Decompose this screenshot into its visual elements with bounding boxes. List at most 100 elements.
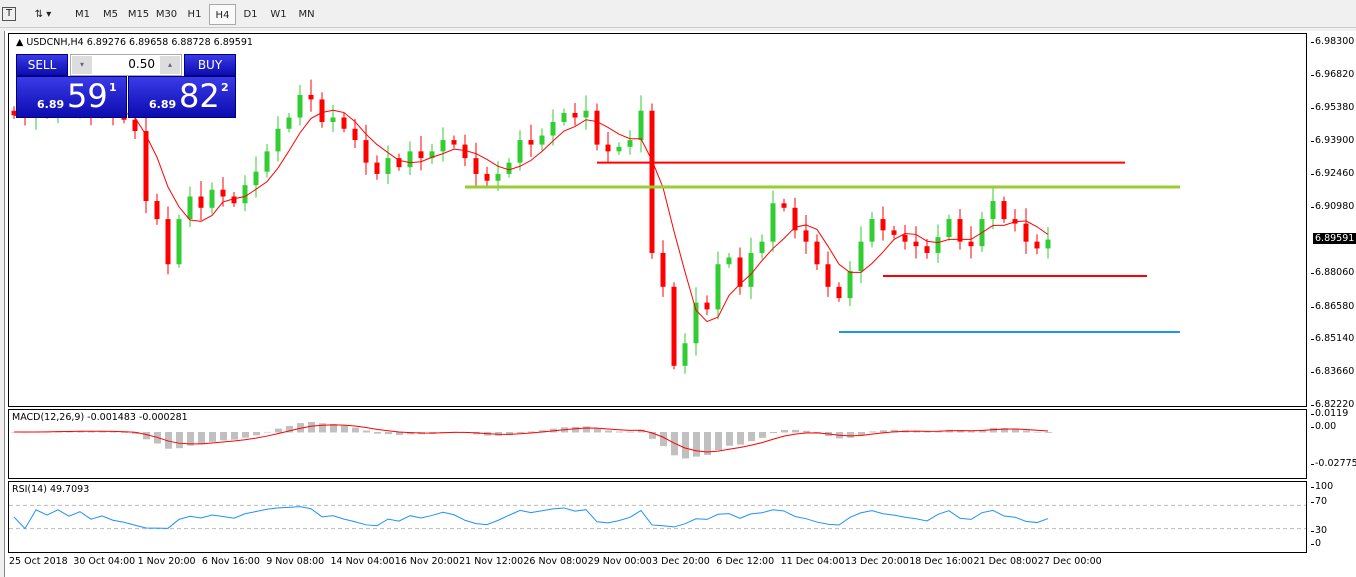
candle: [275, 116, 281, 162]
symbol-info: ▲ USDCNH,H4 6.89276 6.89658 6.88728 6.89…: [16, 37, 253, 48]
macd-histogram-bar: [143, 432, 150, 440]
macd-tick: -0.027754: [1311, 458, 1356, 469]
timeframe-w1[interactable]: W1: [270, 9, 287, 20]
candle: [671, 282, 677, 370]
price-chart[interactable]: ▲ USDCNH,H4 6.89276 6.89658 6.88728 6.89…: [8, 33, 1307, 407]
timeframe-m15[interactable]: M15: [127, 9, 150, 20]
macd-histogram-bar: [88, 431, 95, 433]
macd-histogram-bar: [737, 432, 744, 445]
candle: [396, 153, 402, 171]
macd-tick: 0.0119: [1310, 408, 1349, 419]
one-click-trading-panel: SELL ▾ 0.50 ▴ BUY 6.89 59 1 6.89 82 2: [16, 54, 236, 118]
candle: [1034, 234, 1040, 255]
time-tick: 21 Dec 08:00: [973, 556, 1038, 567]
candle: [715, 251, 721, 320]
macd-histogram-bar: [220, 432, 227, 441]
macd-histogram-bar: [517, 432, 524, 433]
buy-price-digits: 82: [179, 77, 220, 115]
sell-price-pip: 1: [109, 81, 117, 94]
macd-histogram-bar: [242, 432, 249, 438]
candle: [759, 234, 765, 259]
time-tick: 30 Oct 04:00: [73, 556, 136, 567]
macd-histogram-bar: [319, 423, 326, 433]
macd-histogram-bar: [253, 432, 260, 436]
macd-histogram-bar: [187, 432, 194, 446]
price-tick: 6.86580: [1310, 300, 1355, 312]
price-tick: 6.98300: [1310, 36, 1355, 47]
macd-indicator[interactable]: MACD(12,26,9) -0.001483 -0.000281: [8, 409, 1307, 479]
candle: [187, 186, 193, 228]
candle: [858, 226, 864, 284]
timeframe-d1[interactable]: D1: [243, 9, 258, 20]
macd-histogram-bar: [616, 431, 623, 433]
rsi-indicator[interactable]: RSI(14) 49.7093: [8, 481, 1307, 553]
time-tick: 26 Nov 08:00: [523, 556, 588, 567]
macd-histogram-bar: [110, 431, 117, 433]
candle: [1045, 226, 1051, 259]
decrease-lot-button[interactable]: ▾: [72, 56, 92, 74]
macd-tick: 0.00: [1310, 421, 1337, 432]
candle: [440, 127, 446, 162]
candle: [935, 224, 941, 264]
increase-lot-button[interactable]: ▴: [160, 56, 180, 74]
macd-histogram-bar: [627, 431, 634, 433]
candle: [231, 191, 237, 207]
macd-histogram-bar: [869, 431, 876, 433]
candle: [253, 156, 259, 198]
time-tick: 29 Nov 00:00: [587, 556, 652, 567]
price-axis[interactable]: 6.98300 6.96820 6.95380 6.93900 6.92460 6.909…: [1310, 31, 1356, 577]
lot-size-input[interactable]: 0.50: [128, 57, 155, 71]
moving-average-line: [13, 107, 1049, 323]
candle: [649, 103, 655, 259]
macd-signal-line: [13, 424, 1049, 453]
price-tick: 6.82220: [1310, 399, 1355, 410]
candle: [198, 181, 204, 221]
timeframe-m1[interactable]: M1: [75, 9, 90, 20]
candle: [693, 287, 699, 356]
macd-histogram-bar: [528, 431, 535, 433]
buy-button[interactable]: BUY: [184, 54, 236, 76]
timeframe-m5[interactable]: M5: [103, 9, 118, 20]
lot-size-stepper[interactable]: ▾ 0.50 ▴: [70, 54, 182, 76]
macd-histogram-bar: [715, 432, 722, 451]
timeframe-h1[interactable]: H1: [187, 9, 202, 20]
candle: [583, 95, 589, 130]
objects-dropdown-icon[interactable]: ⇅ ▾: [34, 9, 52, 20]
candle: [869, 211, 875, 248]
candle: [891, 225, 897, 239]
text-tool-icon[interactable]: T: [2, 7, 16, 21]
price-tick: 6.90980: [1310, 201, 1355, 213]
macd-histogram-bar: [198, 432, 205, 445]
macd-histogram-bar: [770, 432, 777, 434]
macd-histogram-bar: [374, 432, 381, 434]
candle: [957, 209, 963, 250]
sell-price-button[interactable]: 6.89 59 1: [16, 76, 127, 118]
macd-histogram-bar: [924, 431, 931, 433]
candle: [352, 118, 358, 149]
macd-histogram-bar: [990, 427, 997, 433]
time-tick: 16 Nov 20:00: [394, 556, 459, 567]
rsi-line: [13, 506, 1049, 530]
candle: [704, 295, 710, 316]
macd-histogram-bar: [1034, 431, 1041, 433]
timeframe-h4[interactable]: H4: [209, 4, 236, 25]
macd-histogram-bar: [396, 432, 403, 435]
time-tick: 1 Nov 20:00: [137, 556, 196, 567]
candle: [748, 237, 754, 300]
time-tick: 9 Nov 08:00: [266, 556, 325, 567]
buy-price-button[interactable]: 6.89 82 2: [128, 76, 236, 118]
sell-button[interactable]: SELL: [16, 54, 68, 76]
rsi-tick: 30: [1310, 525, 1328, 536]
macd-histogram-bar: [1023, 430, 1030, 433]
candle: [814, 234, 820, 271]
candle: [341, 112, 347, 133]
candle: [209, 182, 215, 214]
macd-histogram-bar: [759, 432, 766, 438]
macd-histogram-bar: [209, 432, 216, 442]
macd-histogram-bar: [693, 432, 700, 457]
candle: [924, 238, 930, 259]
timeframe-mn[interactable]: MN: [298, 9, 315, 20]
candle: [143, 115, 149, 214]
macd-histogram-bar: [583, 426, 590, 433]
timeframe-m30[interactable]: M30: [155, 9, 178, 20]
